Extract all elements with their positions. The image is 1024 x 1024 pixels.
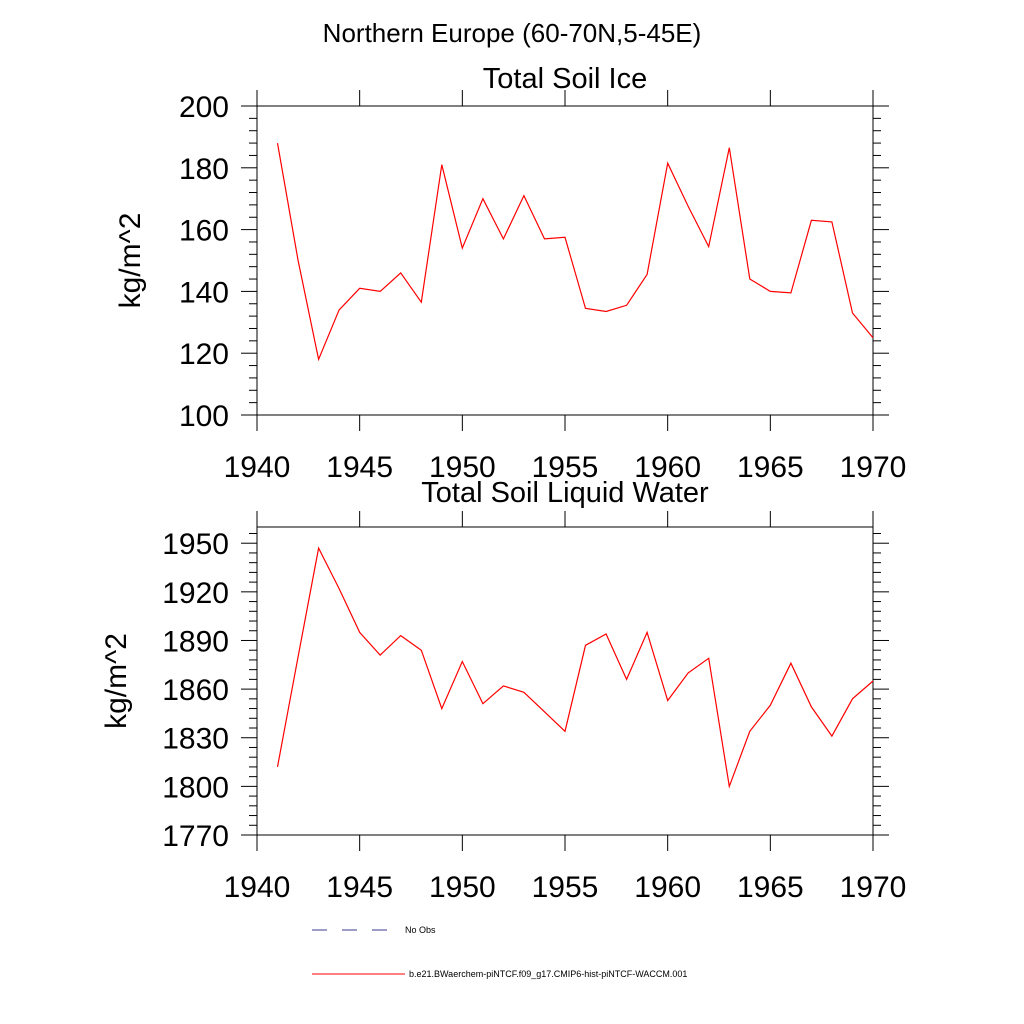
chart-panel-soil-liquid-water: Total Soil Liquid Water kg/m^2 1940 1945 195… (100, 477, 906, 904)
legend-series-label: b.e21.BWaerchem-piNTCF.f09_g17.CMIP6-his… (409, 969, 687, 979)
y-axis-label: kg/m^2 (100, 633, 133, 729)
legend: No Obs b.e21.BWaerchem-piNTCF.f09_g17.CM… (312, 925, 687, 979)
page-title: Northern Europe (60-70N,5-45E) (323, 18, 702, 48)
series-line (276, 142, 874, 362)
x-tick-label: 1970 (840, 871, 907, 904)
x-tick-label: 1945 (326, 451, 393, 484)
x-tick-label: 1945 (326, 871, 393, 904)
y-tick-label: 1800 (162, 771, 229, 804)
chart-title: Total Soil Liquid Water (421, 477, 709, 509)
x-tick-label: 1940 (224, 451, 291, 484)
x-tick-label: 1960 (634, 451, 701, 484)
y-tick-label: 120 (179, 338, 229, 371)
y-tick-label: 1860 (162, 674, 229, 707)
chart-title: Total Soil Ice (483, 63, 647, 95)
y-tick-label: 200 (179, 91, 229, 124)
y-tick-label: 1770 (162, 820, 229, 853)
x-tick-label: 1965 (737, 871, 804, 904)
x-tick-label: 1960 (634, 871, 701, 904)
y-axis-label: kg/m^2 (114, 213, 147, 309)
plot-frame (256, 105, 874, 416)
y-tick-label: 180 (179, 153, 229, 186)
x-tick-label: 1940 (224, 871, 291, 904)
x-tick-label: 1950 (429, 871, 496, 904)
y-tick-label: 1920 (162, 577, 229, 610)
y-tick-label: 160 (179, 215, 229, 248)
x-tick-label: 1950 (429, 451, 496, 484)
y-tick-label: 1830 (162, 723, 229, 756)
series-line (276, 546, 874, 789)
y-tick-label: 140 (179, 276, 229, 309)
y-tick-label: 100 (179, 400, 229, 433)
x-tick-label: 1965 (737, 451, 804, 484)
plot-frame (256, 526, 874, 836)
x-tick-label: 1970 (840, 451, 907, 484)
chart-panel-soil-ice: Total Soil Ice kg/m^2 1940 1945 1950 1955 1960… (114, 63, 906, 484)
x-tick-label: 1955 (532, 451, 599, 484)
legend-obs-label: No Obs (405, 925, 436, 935)
y-tick-label: 1950 (162, 528, 229, 561)
y-tick-label: 1890 (162, 625, 229, 658)
x-tick-label: 1955 (532, 871, 599, 904)
